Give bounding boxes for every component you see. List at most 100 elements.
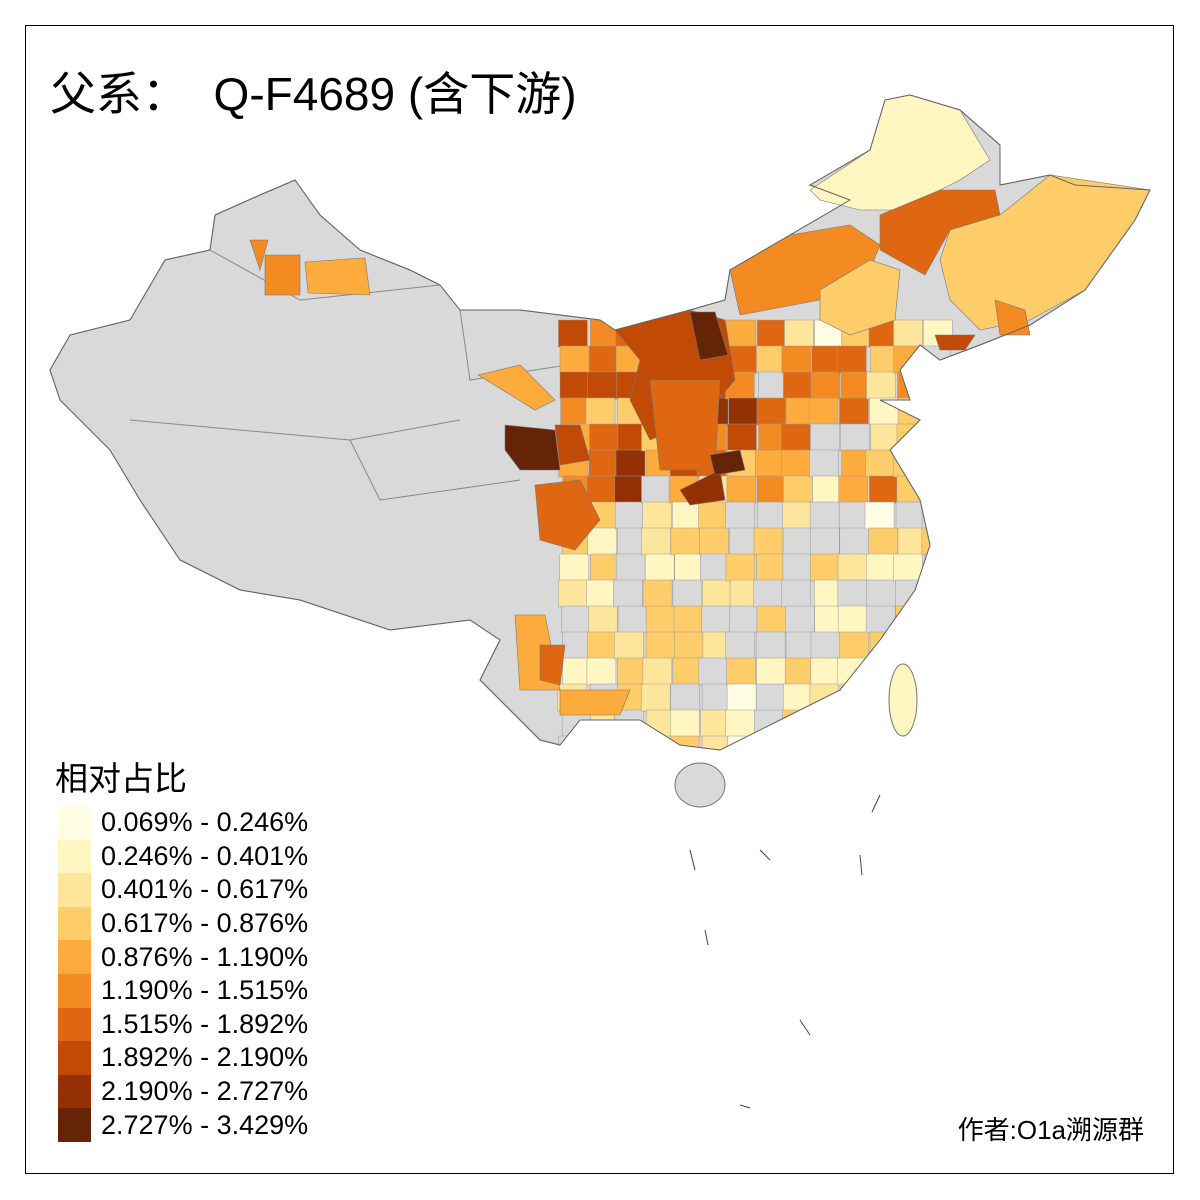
region: [837, 345, 867, 374]
region: [689, 311, 729, 361]
region: [925, 449, 955, 478]
region: [837, 605, 868, 634]
region: [726, 683, 757, 712]
region: [808, 397, 839, 426]
region: [924, 553, 955, 582]
region: [586, 735, 617, 750]
region: [756, 683, 786, 712]
region: [810, 553, 840, 582]
region: [994, 299, 1031, 336]
region: [839, 527, 870, 556]
region: [586, 579, 616, 608]
region: [812, 475, 842, 504]
region: [895, 501, 926, 530]
legend-label: 1.190% - 1.515%: [101, 975, 309, 1006]
region: [838, 501, 869, 530]
region: [558, 319, 588, 348]
region: [561, 605, 591, 634]
sea-island-line: [759, 849, 771, 861]
region: [673, 605, 704, 634]
region: [839, 735, 869, 750]
region: [840, 371, 871, 400]
region: [925, 631, 955, 660]
region: [642, 657, 673, 686]
region: [819, 259, 901, 336]
region: [838, 475, 868, 504]
region: [729, 605, 759, 634]
region: [757, 735, 788, 750]
region: [783, 475, 813, 504]
country-border: [49, 94, 1151, 751]
region: [898, 631, 929, 660]
legend-swatch: [58, 1041, 91, 1075]
region: [870, 423, 901, 452]
region: [837, 553, 868, 582]
region: [725, 553, 756, 582]
region: [810, 527, 840, 556]
region: [587, 631, 617, 660]
region: [784, 657, 815, 686]
region: [808, 709, 839, 738]
legend-label: 0.401% - 0.617%: [101, 874, 309, 905]
region: [726, 475, 757, 504]
region: [700, 709, 730, 738]
region: [837, 579, 868, 608]
region: [640, 683, 671, 712]
region: [869, 735, 900, 750]
region: [781, 423, 811, 452]
region: [644, 553, 675, 582]
sea-island-line: [689, 849, 696, 871]
region: [698, 501, 728, 530]
legend-item: 0.876% - 1.190%: [58, 940, 308, 974]
region: [726, 319, 756, 348]
region: [784, 735, 814, 750]
region: [921, 423, 951, 452]
region: [672, 501, 702, 530]
region: [753, 527, 784, 556]
region: [698, 657, 729, 686]
region: [781, 449, 811, 478]
region: [645, 605, 676, 634]
region: [782, 553, 813, 582]
region: [615, 501, 645, 530]
region: [727, 735, 758, 750]
region: [679, 469, 726, 506]
region: [921, 527, 952, 556]
region: [839, 397, 869, 426]
map-frame: [25, 25, 1174, 1174]
region: [726, 657, 756, 686]
legend-item: 0.617% - 0.876%: [58, 906, 308, 941]
region: [670, 527, 701, 556]
region: [645, 631, 676, 660]
region: [782, 501, 812, 530]
region: [641, 735, 672, 750]
region: [304, 257, 371, 296]
legend-item: 1.515% - 1.892%: [58, 1007, 308, 1042]
region: [614, 631, 644, 660]
region: [895, 579, 925, 608]
region: [924, 709, 955, 738]
sea-island-line: [739, 1104, 751, 1109]
legend-swatch: [58, 839, 91, 874]
region: [728, 397, 758, 426]
region: [756, 605, 787, 634]
region: [613, 579, 643, 608]
region: [249, 239, 269, 272]
region: [921, 579, 952, 608]
region: [756, 553, 786, 582]
region: [785, 605, 815, 634]
region: [617, 605, 648, 634]
region: [669, 735, 700, 750]
region: [587, 527, 617, 556]
legend-label: 0.069% - 0.246%: [101, 807, 309, 838]
legend-swatch: [58, 940, 91, 974]
region: [709, 449, 746, 476]
region: [700, 553, 730, 582]
region: [869, 631, 900, 660]
border-line: [349, 439, 521, 501]
region: [699, 527, 729, 556]
legend-label: 0.246% - 0.401%: [101, 840, 309, 871]
region: [649, 379, 721, 471]
region: [562, 631, 592, 660]
region: [588, 449, 619, 478]
